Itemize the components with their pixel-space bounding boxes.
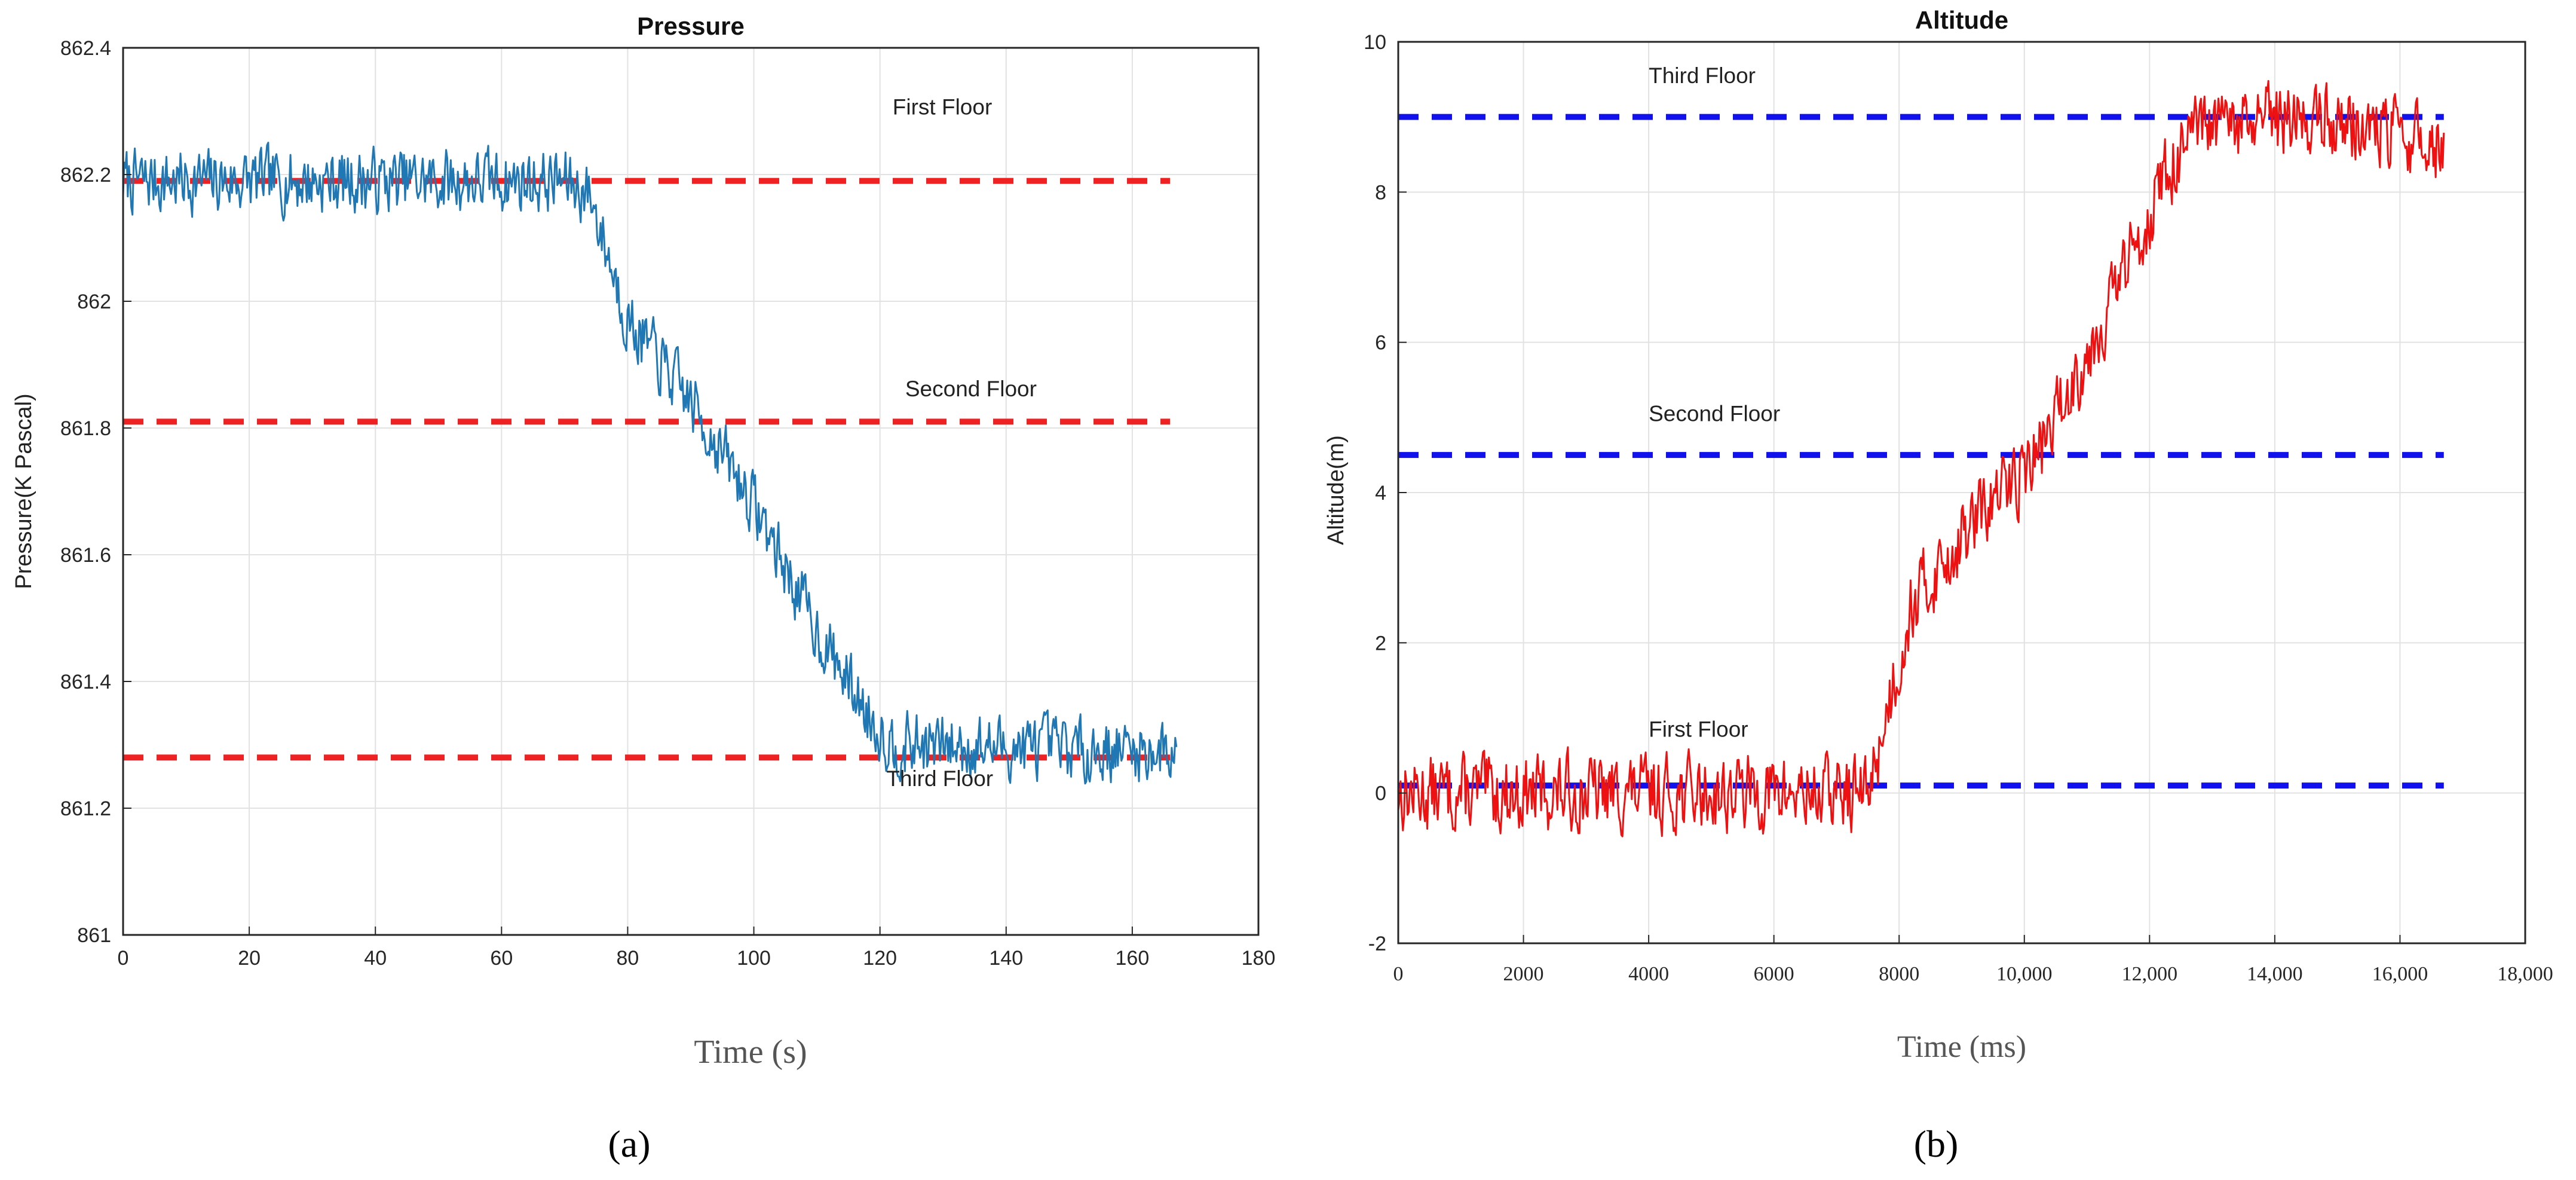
y-tick-label: 2	[1375, 632, 1386, 655]
altitude-y-ticks: -2 0 2 4 6 8 10	[1364, 31, 1407, 955]
y-tick-label: 4	[1375, 482, 1386, 505]
floor-label: First Floor	[893, 94, 993, 119]
x-tick-label: 2000	[1503, 963, 1544, 985]
data-series-line	[1397, 80, 2445, 837]
x-tick-label: 12,000	[2122, 963, 2178, 985]
pressure-x-ticks: 0 20 40 60 80 100 120 140 160 180	[118, 927, 1276, 970]
x-tick-label: 4000	[1628, 963, 1669, 985]
x-tick-label: 0	[1393, 963, 1404, 985]
y-tick-label: -2	[1368, 933, 1386, 955]
x-tick-label: 100	[737, 947, 771, 970]
y-tick-label: 0	[1375, 782, 1386, 805]
y-tick-label: 10	[1364, 31, 1386, 54]
pressure-chart: 0 20 40 60 80 100 120 140 160 180 861861.2861.486…	[11, 12, 1275, 1165]
altitude-series	[1397, 80, 2445, 837]
y-tick-label: 861.8	[60, 417, 111, 440]
pressure-plot-frame	[122, 47, 1260, 936]
x-tick-label: 160	[1116, 947, 1150, 970]
altitude-y-axis-label: Altitude(m)	[1324, 435, 1349, 545]
x-tick-label: 16,000	[2372, 963, 2428, 985]
pressure-series	[122, 142, 1178, 785]
x-tick-label: 80	[617, 947, 639, 970]
altitude-grid	[1398, 41, 2526, 944]
pressure-floor-labels: First Floor Second Floor Third Floor	[886, 94, 1037, 791]
panel-label-a: (a)	[608, 1123, 650, 1165]
y-tick-label: 861.4	[60, 671, 111, 693]
pressure-y-axis-label: Pressure(K Pascal)	[11, 393, 36, 589]
floor-label: Second Floor	[905, 377, 1037, 401]
x-tick-label: 140	[989, 947, 1023, 970]
y-tick-label: 6	[1375, 332, 1386, 354]
altitude-reference-lines	[1398, 114, 2444, 789]
x-tick-label: 6000	[1754, 963, 1794, 985]
pressure-y-ticks: 861 861.2 861.4 861.6 861.8 862 862.2 862.4	[60, 37, 131, 947]
y-tick-label: 862	[77, 291, 111, 313]
x-tick-label: 60	[490, 947, 513, 970]
panel-label-b: (b)	[1914, 1123, 1959, 1165]
x-tick-label: 20	[238, 947, 261, 970]
x-tick-label: 0	[118, 947, 129, 970]
floor-label: Second Floor	[1649, 402, 1780, 426]
x-tick-label: 10,000	[1996, 963, 2053, 985]
floor-label: Third Floor	[886, 766, 993, 791]
y-tick-label: 862.4	[60, 37, 111, 60]
y-tick-label: 8	[1375, 181, 1386, 204]
x-tick-label: 18,000	[2497, 963, 2553, 985]
altitude-x-ticks: 0 2000 4000 6000 8000 10,000 12,000 14,000 16,00…	[1393, 935, 2553, 985]
floor-label: First Floor	[1649, 717, 1748, 741]
x-tick-label: 180	[1242, 947, 1276, 970]
y-tick-label: 862.2	[60, 164, 111, 187]
x-tick-label: 120	[863, 947, 897, 970]
x-tick-label: 14,000	[2247, 963, 2303, 985]
altitude-x-axis-label: Time (ms)	[1897, 1030, 2026, 1064]
floor-label: Third Floor	[1649, 63, 1756, 88]
altitude-title: Altitude	[1915, 6, 2008, 34]
x-tick-label: 40	[364, 947, 387, 970]
y-tick-label: 861	[77, 924, 111, 947]
y-tick-label: 861.2	[60, 797, 111, 820]
pressure-reference-lines	[123, 178, 1171, 761]
altitude-floor-labels: Third Floor Second Floor First Floor	[1649, 63, 1780, 741]
pressure-title: Pressure	[637, 12, 745, 40]
y-tick-label: 861.6	[60, 544, 111, 567]
pressure-x-axis-label: Time (s)	[694, 1034, 807, 1071]
altitude-chart: 0 2000 4000 6000 8000 10,000 12,000 14,000 16,00…	[1324, 6, 2553, 1165]
x-tick-label: 8000	[1879, 963, 1919, 985]
data-series-line	[122, 142, 1178, 785]
